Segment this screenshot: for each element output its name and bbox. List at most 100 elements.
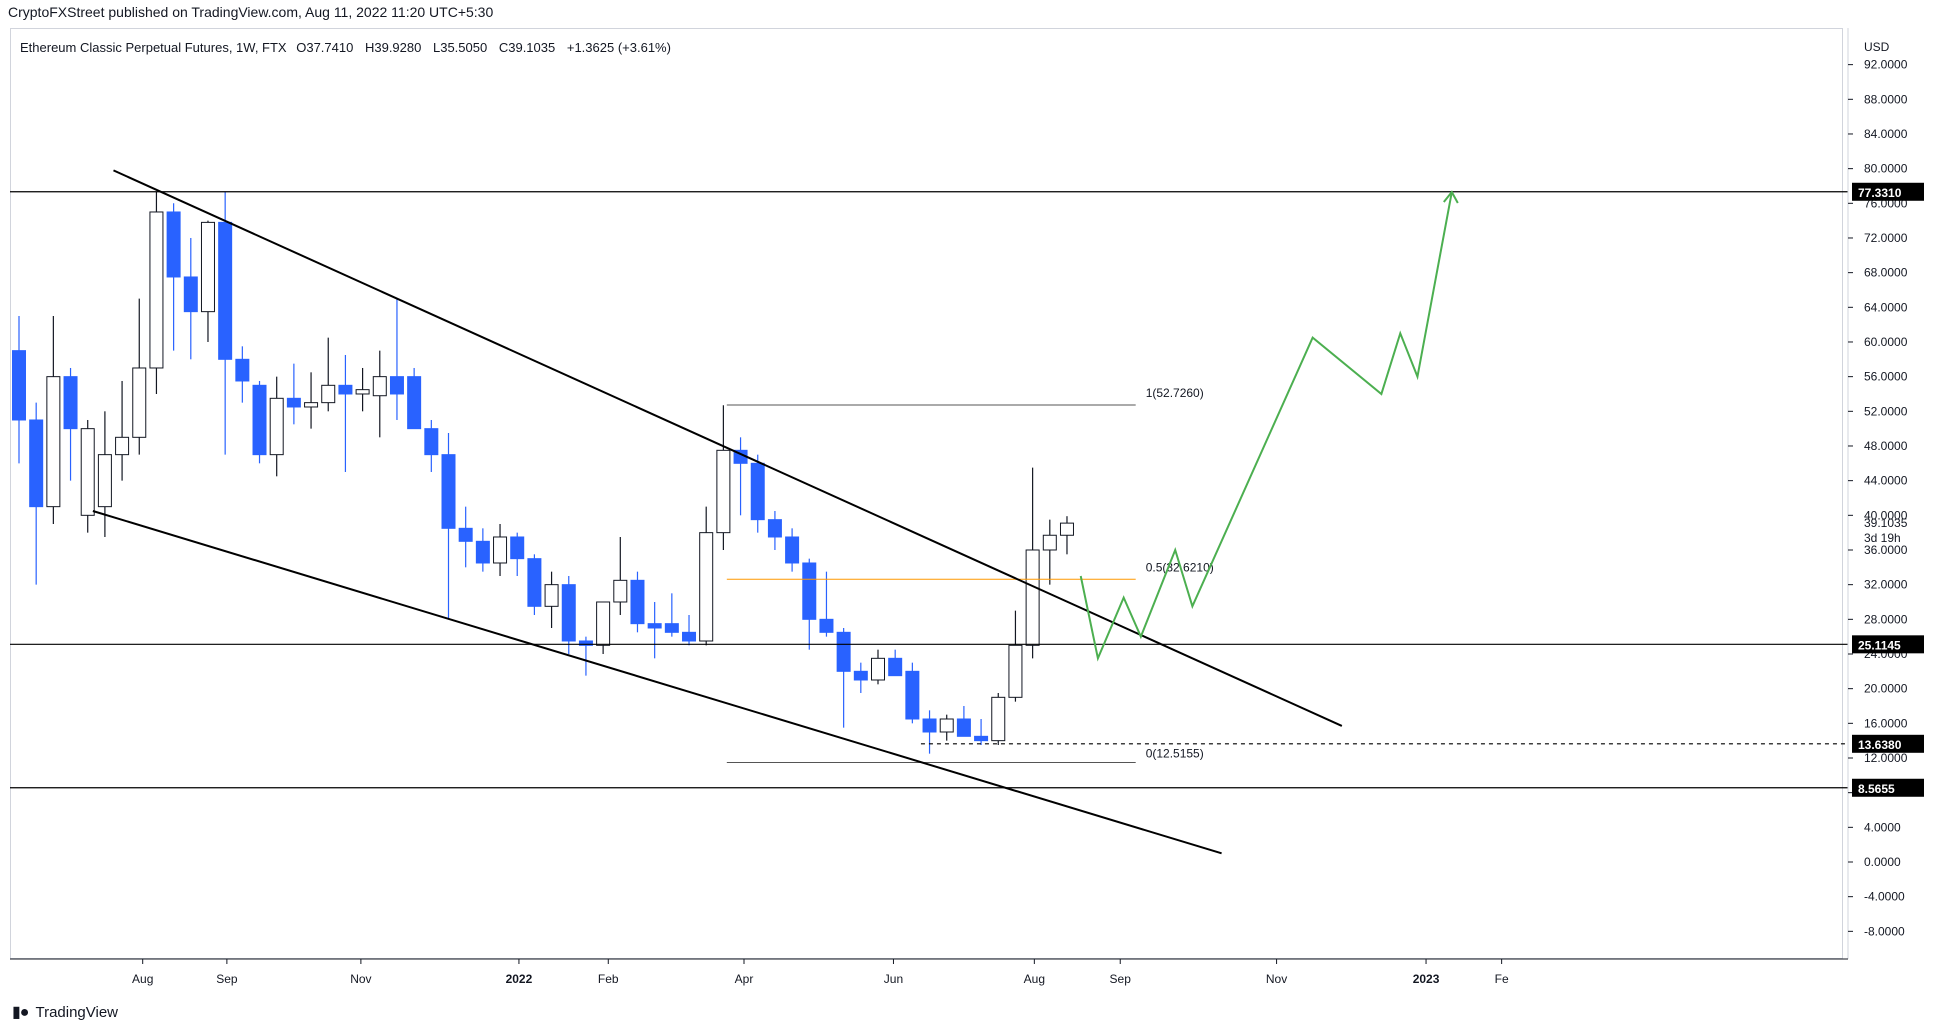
tradingview-brand[interactable]: ▮● TradingView [12,1002,118,1022]
y-tick-label: 36.0000 [1864,543,1908,557]
candle-body [1059,522,1074,536]
candle-body [338,384,353,395]
candle [12,315,26,464]
candle [750,454,765,533]
candle [475,528,490,572]
candle [304,372,319,429]
candle-body [115,436,130,456]
candle [510,532,525,576]
fibonacci-retracement: 1(52.7260)0.5(32.6210)0(12.5155) [726,386,1214,764]
candle [991,692,1006,745]
candle [407,367,422,430]
x-tick-label: Sep [1110,972,1132,986]
y-tick-label: 56.0000 [1864,370,1908,384]
candle-body [97,454,112,508]
candle [836,627,851,728]
legend-change: +1.3625 (+3.61%) [566,40,671,55]
y-tick-label: 52.0000 [1864,404,1908,418]
candle-body [80,428,95,516]
price-tag-label: 13.6380 [1858,738,1902,752]
y-tick-label: 44.0000 [1864,474,1908,488]
y-tick-label: 64.0000 [1864,300,1908,314]
candle [905,662,920,724]
candle-body [183,276,198,313]
candle [80,419,95,533]
projection-path [1079,190,1459,662]
candle [1042,519,1057,585]
candle [613,536,628,615]
y-tick-label: 68.0000 [1864,266,1908,280]
candle [733,437,748,516]
candle-body [269,397,284,456]
y-tick-label: -8.0000 [1864,924,1905,938]
horizontal-levels [10,191,1848,789]
candle [561,575,576,654]
channel-line-lower [92,510,1222,855]
candle-body [149,211,164,369]
candle-body [200,221,215,313]
candle-body [922,718,937,733]
candle [46,315,61,524]
candle [596,601,611,654]
x-tick-label: Apr [735,972,754,986]
candle [888,649,903,677]
price-tag-box [1852,778,1924,797]
candle [166,203,181,351]
candle [974,718,989,745]
candle-body [991,696,1006,742]
y-tick-label: 20.0000 [1864,682,1908,696]
candle-body [802,562,817,620]
x-tick-label: Aug [1024,972,1045,986]
candle-body [974,735,989,742]
candle-body [407,376,422,430]
candle [493,523,508,576]
x-tick-label: Fe [1495,972,1509,986]
candle-body [441,454,456,529]
candle-body [767,519,782,538]
candle [252,380,267,464]
candle [871,649,885,685]
candle-body [750,462,765,521]
candle [802,558,817,650]
descending-channel [92,169,1343,855]
candle [785,528,800,572]
candle [355,367,370,412]
legend-high: H39.9280 [364,40,422,55]
publisher-line: CryptoFXStreet published on TradingView.… [8,4,494,20]
candle-body [836,631,851,672]
y-tick-label: 32.0000 [1864,578,1908,592]
candle [716,405,731,550]
fib-label: 1(52.7260) [1146,386,1204,400]
candle-body [493,536,508,564]
candle-body [905,670,920,720]
candle [115,380,130,481]
legend-open: O37.7410 [296,40,354,55]
candle-body [132,367,147,438]
candle-body [12,350,26,421]
x-tick-label: Sep [216,972,238,986]
price-tag-box [1852,734,1924,753]
y-tick-label: 28.0000 [1864,612,1908,626]
candle-body [166,211,181,278]
candle-body [544,584,559,607]
candle-body [647,623,662,629]
channel-line-upper [113,169,1343,727]
candle [630,571,645,633]
chart-legend: Ethereum Classic Perpetual Futures, 1W, … [20,40,677,55]
candle [149,192,164,394]
price-tag: 8.5655 [1852,778,1924,797]
candle [321,337,336,412]
y-tick-label: 84.0000 [1864,127,1908,141]
candle [372,350,387,438]
projection-line [1079,191,1453,662]
price-tag-label: 25.1145 [1858,638,1901,652]
candle [458,506,473,568]
candle [767,510,782,550]
price-tag-box [1852,635,1924,654]
candle [269,376,284,477]
y-tick-label: 16.0000 [1864,716,1908,730]
candle [424,419,439,472]
candle [1008,610,1023,702]
